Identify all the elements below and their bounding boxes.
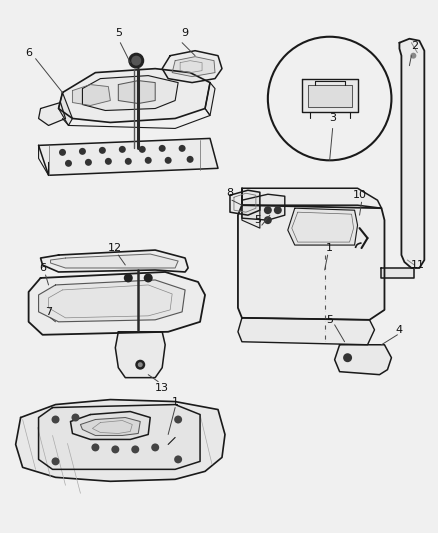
Circle shape — [65, 160, 72, 167]
Polygon shape — [302, 78, 357, 112]
Polygon shape — [242, 188, 381, 208]
Text: 10: 10 — [353, 190, 367, 200]
Circle shape — [71, 414, 79, 422]
Polygon shape — [71, 411, 150, 439]
Polygon shape — [81, 417, 140, 435]
Text: 4: 4 — [396, 325, 403, 335]
Polygon shape — [238, 205, 385, 320]
Text: 3: 3 — [329, 114, 336, 124]
Polygon shape — [288, 208, 357, 245]
Circle shape — [131, 446, 139, 454]
Text: 1: 1 — [326, 243, 333, 253]
Text: 6: 6 — [39, 263, 46, 273]
Text: 5: 5 — [254, 215, 261, 225]
Circle shape — [59, 149, 66, 156]
Circle shape — [119, 146, 126, 153]
Circle shape — [128, 53, 144, 69]
Circle shape — [52, 416, 60, 424]
Circle shape — [151, 443, 159, 451]
Circle shape — [410, 53, 417, 59]
Circle shape — [139, 146, 146, 153]
Polygon shape — [39, 280, 185, 322]
Polygon shape — [39, 139, 218, 175]
Polygon shape — [39, 405, 200, 470]
Circle shape — [135, 360, 145, 370]
Polygon shape — [242, 194, 285, 220]
Polygon shape — [335, 345, 392, 375]
Polygon shape — [172, 56, 215, 77]
Circle shape — [274, 206, 282, 214]
Polygon shape — [205, 83, 215, 116]
Polygon shape — [59, 93, 72, 125]
Circle shape — [187, 156, 194, 163]
Text: 2: 2 — [411, 41, 418, 51]
Polygon shape — [41, 250, 188, 272]
Polygon shape — [162, 51, 222, 83]
Polygon shape — [399, 39, 424, 268]
Circle shape — [124, 273, 133, 282]
Circle shape — [165, 157, 172, 164]
Circle shape — [179, 145, 186, 152]
Text: 6: 6 — [25, 47, 32, 58]
Polygon shape — [82, 76, 178, 110]
Polygon shape — [115, 332, 165, 378]
Text: 5: 5 — [115, 28, 122, 38]
Text: 9: 9 — [181, 28, 189, 38]
Circle shape — [125, 158, 132, 165]
Circle shape — [264, 216, 272, 224]
Circle shape — [111, 446, 119, 454]
Polygon shape — [230, 190, 260, 215]
Circle shape — [99, 147, 106, 154]
Polygon shape — [39, 102, 66, 125]
Circle shape — [52, 457, 60, 465]
Circle shape — [174, 416, 182, 424]
Text: 8: 8 — [226, 188, 233, 198]
Circle shape — [79, 148, 86, 155]
Polygon shape — [308, 85, 352, 107]
Text: 11: 11 — [410, 260, 424, 270]
Text: 5: 5 — [326, 315, 333, 325]
Polygon shape — [16, 400, 225, 481]
Polygon shape — [50, 254, 178, 268]
Circle shape — [145, 157, 152, 164]
Circle shape — [138, 362, 143, 367]
Polygon shape — [28, 272, 205, 335]
Polygon shape — [238, 318, 374, 345]
Text: 1: 1 — [172, 397, 179, 407]
Polygon shape — [59, 69, 210, 123]
Circle shape — [264, 206, 272, 214]
Circle shape — [92, 443, 99, 451]
Text: 13: 13 — [155, 383, 169, 393]
Polygon shape — [72, 85, 110, 106]
Circle shape — [343, 353, 352, 362]
Text: 12: 12 — [108, 243, 122, 253]
Circle shape — [159, 145, 166, 152]
Text: 7: 7 — [45, 307, 52, 317]
Circle shape — [105, 158, 112, 165]
Polygon shape — [381, 268, 414, 278]
Circle shape — [174, 455, 182, 463]
Polygon shape — [242, 188, 260, 228]
Circle shape — [131, 55, 141, 66]
Circle shape — [85, 159, 92, 166]
Polygon shape — [118, 80, 155, 103]
Circle shape — [144, 273, 153, 282]
